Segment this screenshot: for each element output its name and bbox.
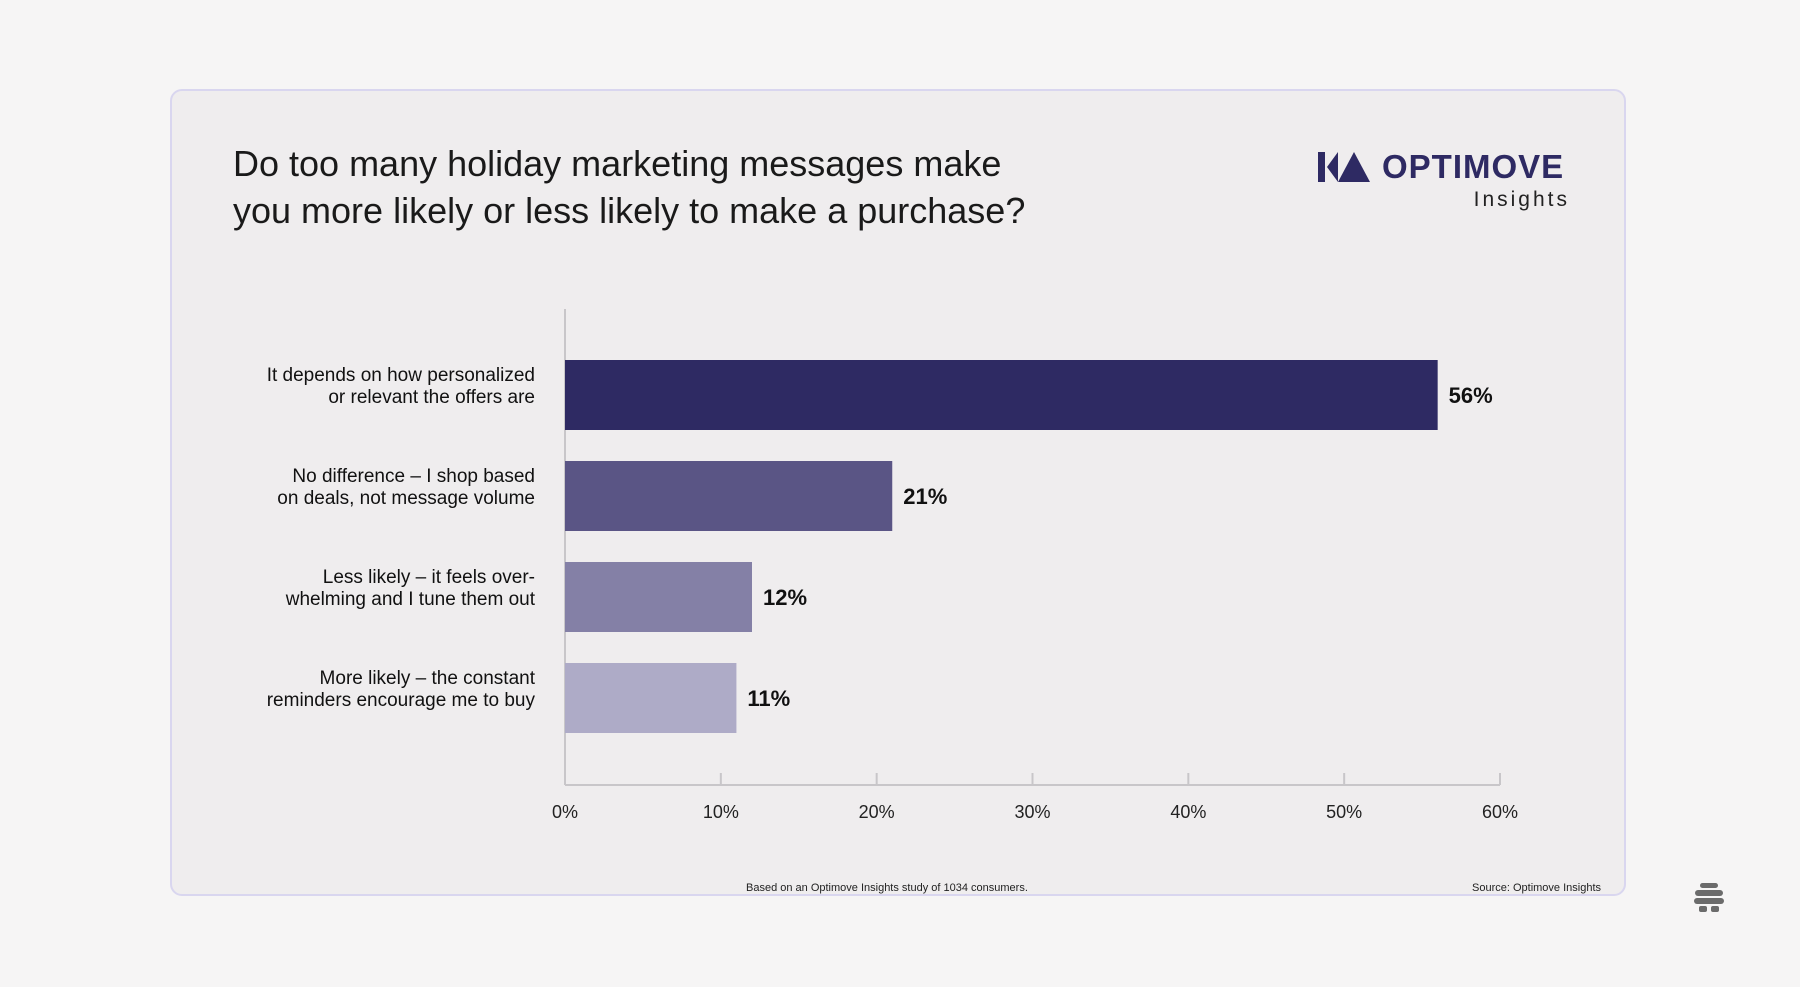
category-label: Less likely – it feels over- bbox=[323, 567, 535, 588]
x-tick-label: 60% bbox=[1482, 802, 1518, 822]
bar bbox=[565, 461, 893, 531]
bar-value-label: 11% bbox=[747, 686, 790, 711]
category-label: on deals, not message volume bbox=[277, 488, 535, 509]
category-label: or relevant the offers are bbox=[328, 387, 535, 408]
chart-card bbox=[170, 89, 1626, 896]
x-tick-label: 50% bbox=[1326, 802, 1362, 822]
bar-value-label: 56% bbox=[1449, 383, 1493, 408]
chart-title-line-2: you more likely or less likely to make a… bbox=[233, 190, 1026, 231]
bar bbox=[565, 360, 1438, 430]
bar-value-label: 21% bbox=[903, 484, 947, 509]
bar-value-label: 12% bbox=[763, 585, 807, 610]
category-label: reminders encourage me to buy bbox=[267, 690, 536, 711]
bar bbox=[565, 562, 752, 632]
x-tick-label: 40% bbox=[1170, 802, 1206, 822]
category-label: whelming and I tune them out bbox=[285, 589, 536, 610]
chart-title-line-1: Do too many holiday marketing messages m… bbox=[233, 143, 1002, 184]
optimove-logo-icon bbox=[1318, 152, 1370, 182]
optimove-logo: OPTIMOVE Insights bbox=[1318, 148, 1570, 214]
category-label: No difference – I shop based bbox=[292, 466, 535, 487]
category-label: More likely – the constant bbox=[320, 668, 536, 689]
chart-footnote: Based on an Optimove Insights study of 1… bbox=[746, 882, 1028, 894]
bar bbox=[565, 663, 737, 733]
beehive-icon bbox=[1694, 883, 1724, 912]
x-tick-label: 20% bbox=[859, 802, 895, 822]
x-tick-label: 10% bbox=[703, 802, 739, 822]
x-tick-label: 30% bbox=[1014, 802, 1050, 822]
chart-title: Do too many holiday marketing messages m… bbox=[233, 140, 1133, 234]
brand-name: OPTIMOVE bbox=[1382, 148, 1565, 185]
brand-sub: Insights bbox=[1473, 188, 1570, 211]
chart-source: Source: Optimove Insights bbox=[1472, 882, 1602, 894]
x-tick-label: 0% bbox=[552, 802, 578, 822]
category-label: It depends on how personalized bbox=[267, 365, 535, 386]
